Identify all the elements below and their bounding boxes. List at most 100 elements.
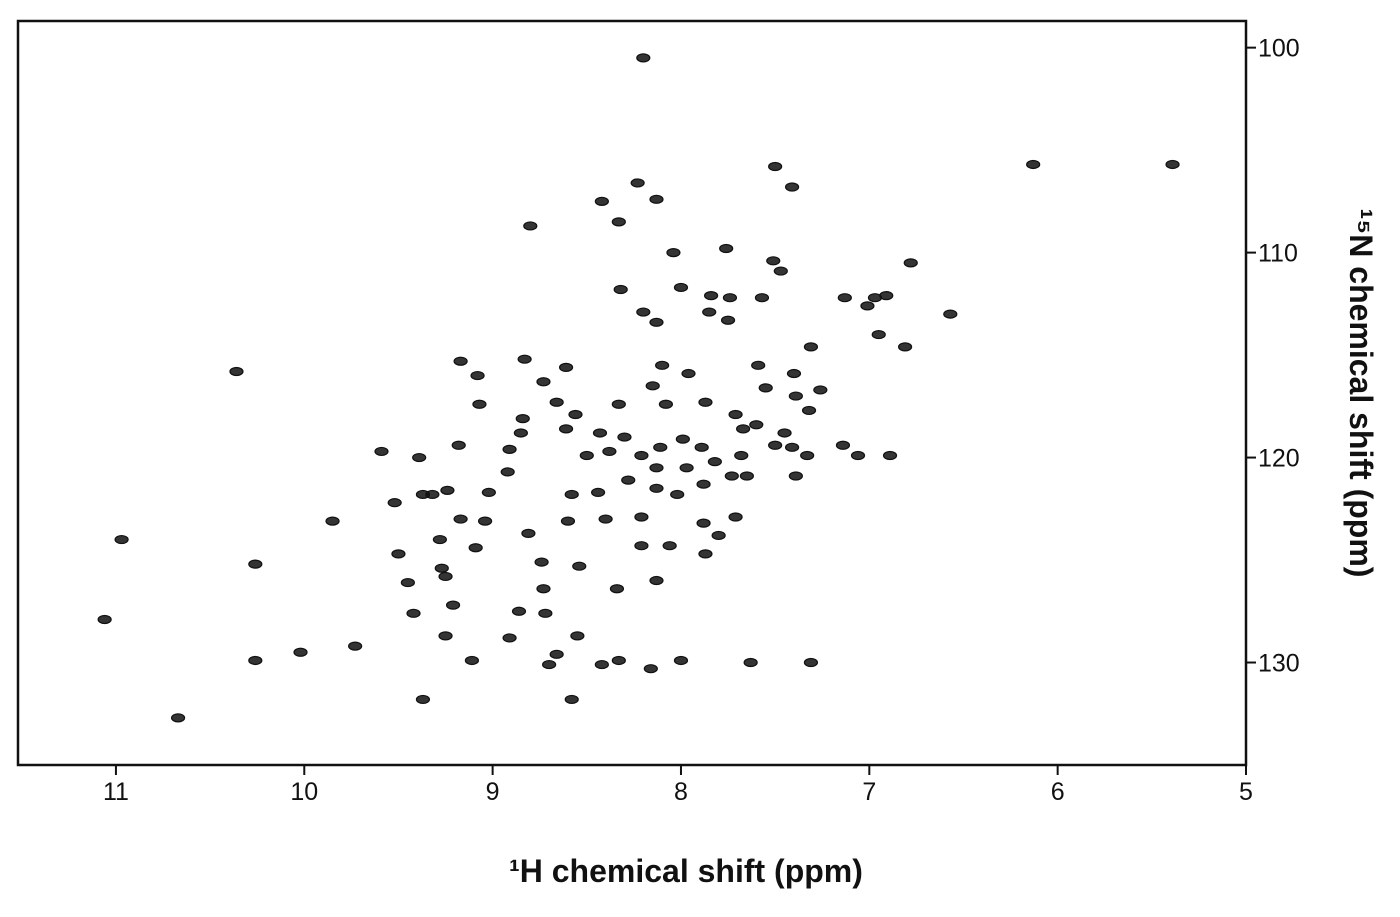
peak <box>248 655 263 666</box>
peak <box>634 512 649 522</box>
peak <box>739 471 754 481</box>
y-axis-label: ¹⁵N chemical shift (ppm) <box>1343 209 1379 578</box>
peak <box>903 258 918 268</box>
peak <box>655 360 670 370</box>
peak <box>432 534 447 545</box>
peak <box>749 420 764 430</box>
peak <box>415 694 431 705</box>
peak <box>696 479 711 489</box>
peak <box>704 291 719 301</box>
peak <box>400 577 415 588</box>
peak <box>517 354 532 364</box>
peak <box>611 399 626 409</box>
peak <box>743 657 758 668</box>
peak <box>558 424 574 434</box>
peak <box>777 428 792 438</box>
peak <box>788 471 803 481</box>
peak <box>568 409 583 420</box>
peak <box>643 664 658 674</box>
peak <box>679 463 694 473</box>
peak <box>675 434 690 444</box>
peak <box>800 450 815 461</box>
peak <box>803 657 819 668</box>
peak <box>636 53 651 63</box>
peak <box>248 559 263 569</box>
peak <box>736 424 751 434</box>
peak <box>549 397 564 407</box>
peak <box>570 631 585 641</box>
x-tick-label: 7 <box>862 778 876 806</box>
peak <box>751 360 766 370</box>
peak <box>621 475 636 485</box>
peak <box>611 655 626 666</box>
peak <box>536 584 551 594</box>
peak <box>666 248 681 258</box>
peak <box>412 452 427 463</box>
peak <box>538 608 553 618</box>
peak <box>564 489 579 500</box>
peak <box>728 409 743 420</box>
peak <box>594 196 609 206</box>
peak <box>768 161 783 172</box>
peak <box>406 608 421 618</box>
peak <box>549 649 564 659</box>
peak <box>871 329 886 340</box>
peak <box>515 414 530 424</box>
peak <box>788 391 803 401</box>
peak <box>598 514 613 524</box>
peak <box>477 516 493 526</box>
peak <box>707 457 722 467</box>
peak <box>451 440 466 450</box>
peak <box>438 571 453 582</box>
y-tick-label: 130 <box>1258 650 1300 678</box>
peak <box>472 399 487 409</box>
peak <box>1026 159 1041 170</box>
peak <box>229 366 244 377</box>
peak <box>348 641 363 651</box>
peak <box>784 182 800 192</box>
peak <box>784 442 800 452</box>
peak <box>636 307 651 317</box>
peak <box>97 614 112 625</box>
peak <box>813 385 828 395</box>
peak <box>694 442 709 452</box>
peak <box>734 450 749 461</box>
peak <box>673 282 689 293</box>
peak <box>572 561 587 571</box>
peak <box>468 543 483 553</box>
peak <box>801 405 817 416</box>
peak <box>602 446 617 457</box>
peak <box>611 217 626 227</box>
peak <box>658 399 674 409</box>
peak <box>170 713 186 723</box>
peak <box>617 432 632 442</box>
peak <box>464 655 480 666</box>
peak <box>500 467 515 477</box>
peak <box>879 291 894 301</box>
peak <box>630 178 645 188</box>
peak <box>634 541 649 551</box>
peak <box>521 528 536 538</box>
peak <box>649 463 664 473</box>
peak <box>438 631 453 641</box>
peak <box>653 442 668 452</box>
peak <box>391 549 406 559</box>
peak <box>481 487 496 498</box>
peak <box>374 446 389 457</box>
peak <box>673 655 689 666</box>
peak <box>897 342 913 352</box>
peak <box>786 368 802 379</box>
peak <box>445 600 461 610</box>
y-tick-label: 120 <box>1258 445 1300 473</box>
peak <box>768 440 783 450</box>
peak <box>649 317 664 327</box>
x-tick-label: 8 <box>674 778 688 806</box>
peak <box>523 221 538 231</box>
peak <box>513 428 528 438</box>
peak <box>662 541 677 551</box>
x-axis-label: ¹H chemical shift (ppm) <box>509 853 863 889</box>
peak <box>542 659 557 670</box>
peak <box>470 370 485 381</box>
peak <box>564 694 579 705</box>
